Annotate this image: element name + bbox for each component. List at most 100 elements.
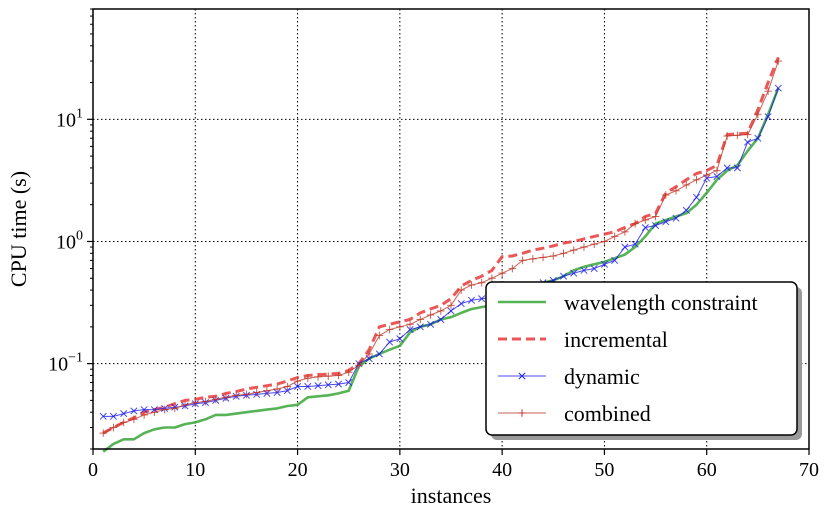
data-point <box>242 390 251 399</box>
marker-stroke <box>375 350 383 358</box>
data-point <box>406 326 414 334</box>
marker-stroke <box>406 326 414 334</box>
data-point <box>416 323 424 331</box>
data-point <box>436 307 445 315</box>
marker-stroke <box>365 355 373 363</box>
marker-stroke <box>733 164 741 172</box>
plot-frame <box>92 8 810 450</box>
data-point <box>754 134 762 142</box>
data-point <box>477 278 486 287</box>
data-point <box>119 418 128 427</box>
data-point <box>252 388 261 397</box>
data-point <box>232 391 240 400</box>
data-point <box>191 398 200 407</box>
data-point <box>652 221 660 230</box>
marker-stroke <box>109 412 118 420</box>
data-point <box>375 331 384 340</box>
marker-stroke <box>600 260 608 268</box>
data-point <box>774 84 782 92</box>
marker-stroke <box>641 223 649 232</box>
data-point <box>457 286 466 294</box>
data-point <box>733 164 741 172</box>
data-point <box>590 240 598 248</box>
data-point <box>365 350 373 358</box>
data-point <box>549 252 558 260</box>
marker-stroke <box>304 382 312 391</box>
data-point <box>181 401 189 409</box>
marker-stroke <box>457 300 465 308</box>
tick-labels: 0 10 20 30 40 50 60 70 10−1 100 101 <box>48 106 819 481</box>
data-point <box>539 253 547 262</box>
marker-stroke <box>130 407 138 415</box>
data-point <box>702 171 711 179</box>
marker-stroke <box>467 296 476 304</box>
data-point <box>621 227 629 236</box>
marker-stroke <box>120 410 128 418</box>
legend-label: incremental <box>564 327 668 352</box>
data-point <box>774 57 783 65</box>
data-point <box>723 164 731 172</box>
data-point <box>580 243 588 251</box>
x-tick-label: 70 <box>799 459 819 481</box>
marker-stroke <box>621 243 629 251</box>
data-point <box>294 382 302 391</box>
data-point <box>754 110 762 119</box>
data-point <box>621 243 629 251</box>
marker-stroke <box>754 134 762 142</box>
data-point <box>99 412 107 420</box>
data-point <box>324 372 333 380</box>
marker-stroke <box>416 323 424 331</box>
data-point <box>692 193 701 201</box>
data-point <box>109 412 118 420</box>
marker-stroke <box>611 256 619 264</box>
data-point <box>488 274 496 283</box>
data-point <box>682 206 690 214</box>
marker-stroke <box>334 380 343 388</box>
series-markers <box>99 57 783 437</box>
data-point <box>365 355 373 363</box>
data-point <box>672 214 680 222</box>
data-point <box>641 223 649 232</box>
data-point <box>120 410 128 418</box>
data-point <box>385 325 394 334</box>
data-point <box>304 374 312 382</box>
data-point <box>222 393 230 402</box>
x-tick-label: 30 <box>390 459 410 481</box>
marker-stroke <box>559 272 568 280</box>
data-point <box>764 87 772 95</box>
data-point <box>559 272 568 280</box>
data-point <box>130 407 138 415</box>
x-axis-label: instances <box>411 483 492 508</box>
marker-stroke <box>386 338 394 346</box>
marker-stroke <box>692 193 701 201</box>
data-point <box>651 212 660 221</box>
marker-stroke <box>764 113 772 121</box>
data-point <box>764 113 772 121</box>
data-point <box>334 371 343 380</box>
data-point <box>467 281 476 289</box>
marker-stroke <box>518 372 526 380</box>
data-point <box>611 256 619 264</box>
data-point <box>304 382 312 391</box>
data-point <box>600 260 608 268</box>
data-point <box>140 411 148 419</box>
marker-stroke <box>682 206 690 214</box>
legend-marker <box>518 372 526 380</box>
data-point <box>743 130 752 139</box>
x-tick-label: 0 <box>88 459 98 481</box>
marker-stroke <box>631 240 639 248</box>
data-point <box>160 405 169 414</box>
data-point <box>447 301 455 310</box>
axis-ticks <box>87 8 810 455</box>
marker-stroke <box>283 387 291 395</box>
y-tick-label: 101 <box>56 106 83 131</box>
data-point <box>150 408 159 417</box>
data-point <box>447 307 455 315</box>
data-point <box>467 296 476 304</box>
marker-stroke <box>99 412 107 420</box>
data-point <box>723 132 731 140</box>
data-point <box>641 216 650 224</box>
marker-stroke <box>396 335 404 343</box>
data-point <box>396 335 404 343</box>
